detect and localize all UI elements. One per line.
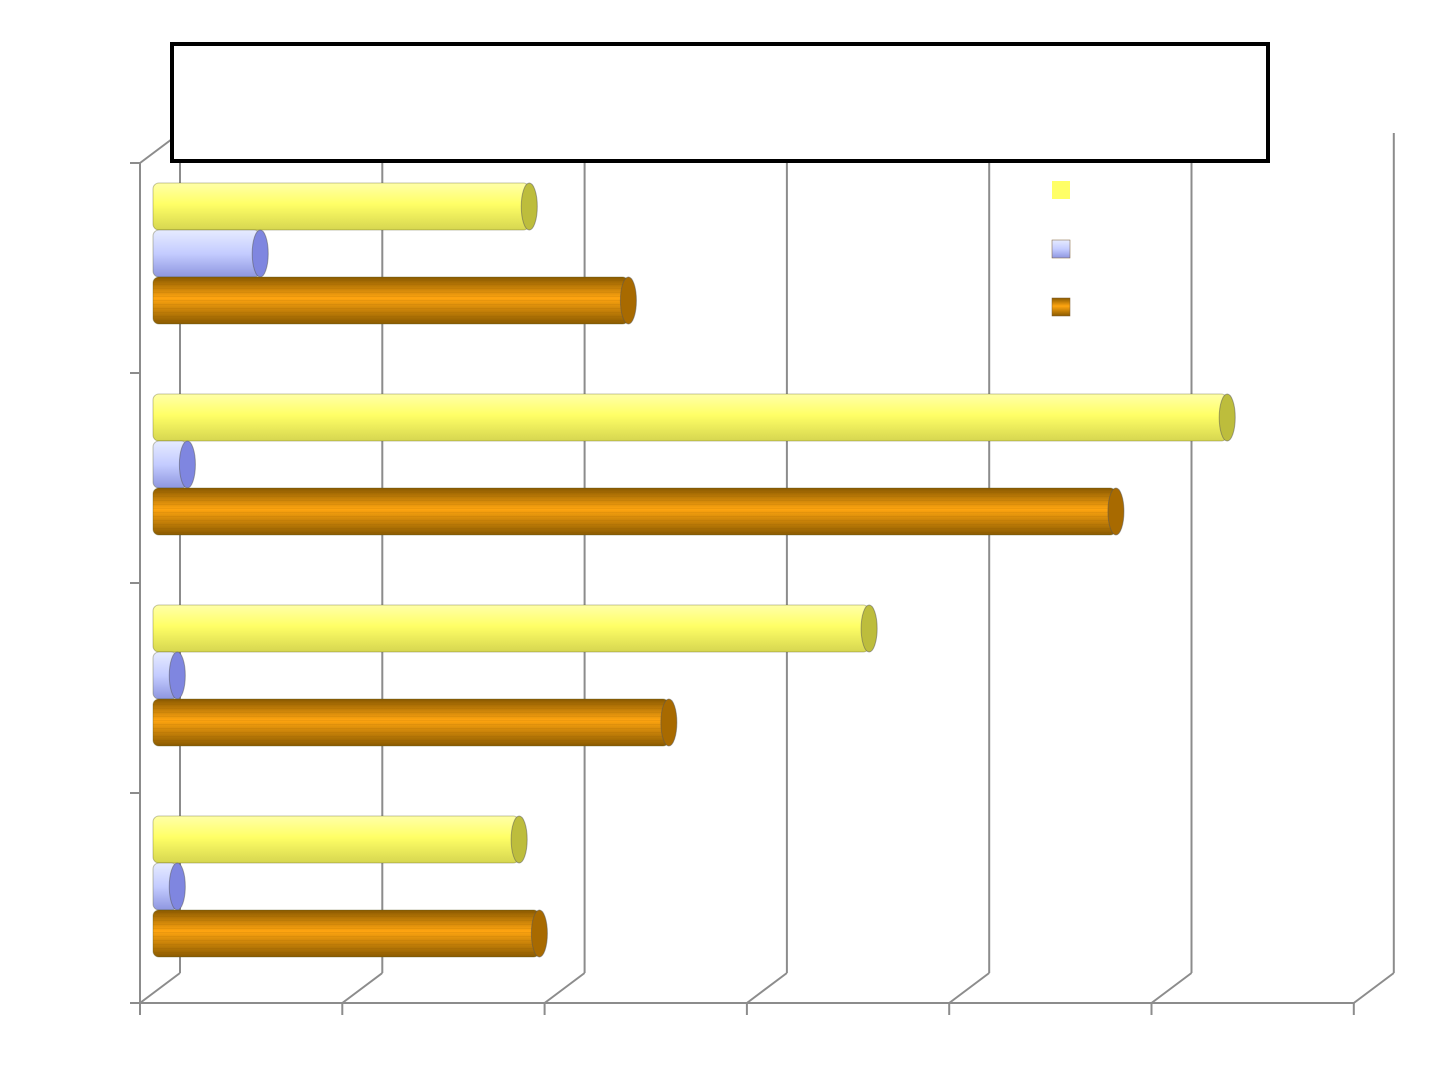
bar-body [152,182,530,231]
bar-cap [520,182,538,231]
bar-body [152,604,870,653]
floor-line [746,972,788,1004]
bar [152,698,678,747]
bar-texture [153,910,540,957]
bar-body [152,393,1228,442]
floor-line [341,972,383,1004]
floor-line [1353,972,1395,1004]
bar-cap [178,440,196,489]
bar [152,182,538,231]
bar-texture [153,699,669,746]
bar-body [152,229,261,278]
bar [152,393,1236,442]
floor-line [139,972,181,1004]
floor-line [1150,972,1193,1004]
bar [152,229,269,278]
axes-layer [130,132,1395,1015]
bar-cap [251,229,269,278]
bar [152,276,637,325]
bar-cap [510,815,528,864]
bar-cap [619,276,637,325]
legend [1051,181,1071,317]
bar-body [152,815,520,864]
bar [152,909,548,958]
bar-cap [860,604,878,653]
bars-layer [152,182,1236,958]
bar [152,862,186,911]
chart-title-box [170,42,1270,163]
bar [152,815,528,864]
bar-cap [168,862,186,911]
floor-line [948,972,990,1004]
bar-texture [153,277,629,324]
bar [152,651,186,700]
legend-swatch [1051,297,1071,317]
bar-cap [530,909,548,958]
bar [152,604,878,653]
bar-cap [168,651,186,700]
legend-swatch [1051,239,1071,259]
bar-cap [660,698,678,747]
floor-line [543,972,586,1004]
bar [152,487,1125,536]
bar-cap [1218,393,1236,442]
legend-swatch [1052,181,1070,199]
bar-texture [153,488,1116,535]
bar-cap [1107,487,1125,536]
bar [152,440,196,489]
